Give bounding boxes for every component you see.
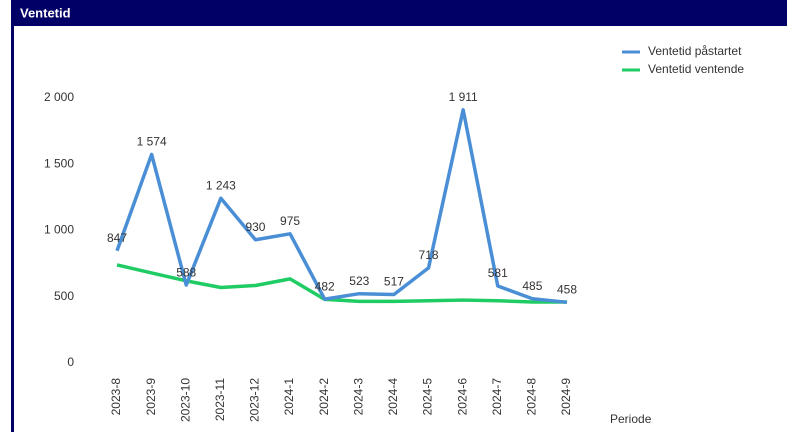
x-tick-label: 2023-10 [178, 378, 192, 422]
data-label: 1 243 [206, 178, 236, 192]
x-tick-label: 2024-3 [351, 378, 365, 416]
panel-header [14, 0, 787, 26]
data-label: 930 [245, 220, 265, 234]
data-label: 517 [384, 275, 404, 289]
data-label: 847 [107, 231, 127, 245]
series-line [116, 263, 567, 304]
x-tick-label: 2023-12 [248, 378, 262, 422]
data-label: 1 911 [449, 90, 478, 104]
x-tick-label: 2023-11 [213, 378, 227, 421]
left-border [11, 0, 14, 432]
data-label: 588 [176, 265, 196, 279]
x-tick-label: 2024-2 [317, 378, 331, 416]
x-tick-label: 2024-5 [421, 378, 435, 416]
data-label: 581 [488, 266, 508, 280]
x-tick-label: 2024-6 [455, 378, 469, 416]
x-axis-label: Periode [610, 412, 652, 426]
data-label: 482 [315, 279, 335, 293]
data-label: 523 [349, 274, 369, 288]
x-tick-label: 2023-9 [144, 378, 158, 416]
data-label: 485 [522, 279, 542, 293]
x-tick-label: 2023-8 [109, 378, 123, 416]
data-label: 458 [557, 282, 577, 296]
y-tick-label: 0 [67, 355, 74, 369]
y-tick-label: 1 000 [44, 223, 74, 237]
legend-label: Ventetid påstartet [648, 44, 742, 58]
y-tick-label: 500 [54, 289, 74, 303]
data-label: 718 [419, 248, 439, 262]
x-tick-label: 2024-8 [525, 378, 539, 416]
legend-label: Ventetid ventende [648, 62, 744, 76]
data-label: 1 574 [137, 135, 167, 149]
x-tick-label: 2024-1 [282, 378, 296, 416]
x-tick-label: 2024-9 [559, 378, 573, 416]
x-tick-label: 2024-7 [490, 378, 504, 416]
y-tick-label: 1 500 [44, 156, 74, 170]
y-tick-label: 2 000 [44, 90, 74, 104]
panel-title: Ventetid [20, 5, 71, 20]
series-line [115, 108, 568, 305]
data-label: 975 [280, 214, 300, 228]
x-tick-label: 2024-4 [386, 378, 400, 416]
